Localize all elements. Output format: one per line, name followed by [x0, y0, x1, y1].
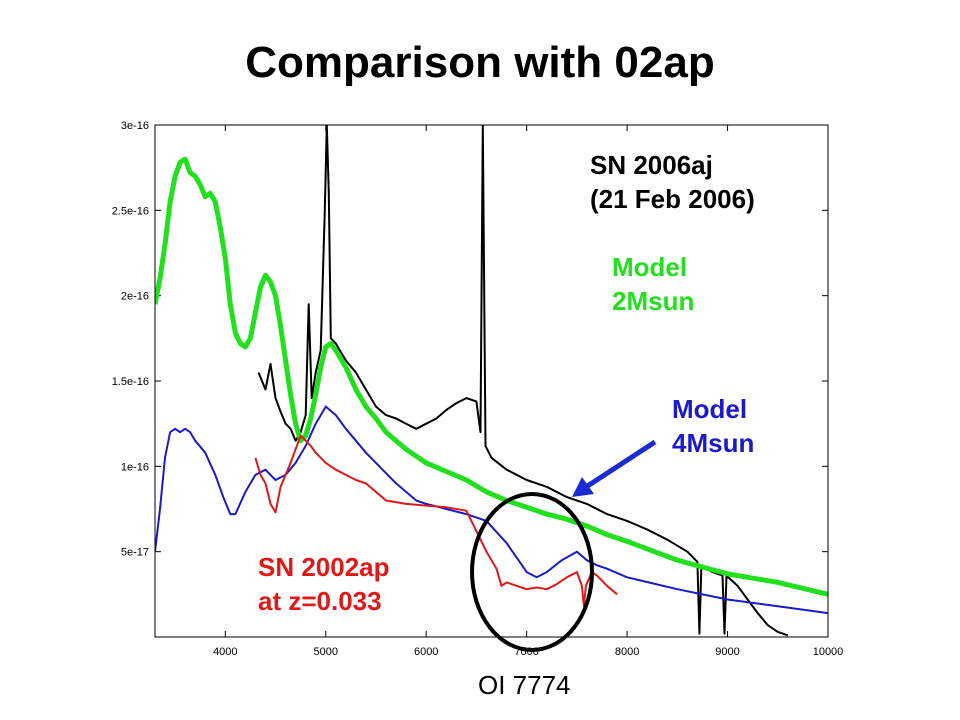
series-line-model-4msun: [155, 405, 828, 615]
series-group: [155, 125, 828, 637]
x-tick-label: 9000: [715, 646, 739, 658]
model-4msun-label-line2: 4Msun: [672, 428, 755, 458]
y-tick-label: 5e-17: [121, 547, 149, 559]
model-4msun-label-line1: Model: [672, 394, 748, 424]
plot-frame: [154, 124, 829, 638]
model-4msun-arrow: [572, 439, 657, 497]
model-2msun-annotation: Model 2Msun: [612, 250, 694, 318]
y-tick-label: 1.5e-16: [112, 376, 149, 388]
y-tick-label: 2.5e-16: [112, 205, 149, 217]
model-2msun-label-line1: Model: [612, 252, 688, 282]
y-tick-label: 1e-16: [121, 461, 149, 473]
oi-highlight-circle: [470, 492, 594, 652]
model-2msun-label-line2: 2Msun: [612, 286, 695, 316]
axis-ticks: 4000 5000 6000 7000 8000 9000 100005e-171e-161…: [112, 120, 844, 658]
series-line-model-2msun: [155, 156, 828, 597]
x-tick-label: 6000: [414, 646, 438, 658]
oi-7774-label: OI 7774: [478, 670, 571, 700]
x-tick-label: 5000: [314, 646, 338, 658]
sn2002ap-annotation: SN 2002ap at z=0.033: [258, 550, 390, 618]
sn2006aj-label-line1: SN 2006aj: [590, 150, 713, 180]
series-line-sn2002ap: [254, 434, 618, 608]
model-4msun-annotation: Model 4Msun: [672, 392, 754, 460]
y-tick-label: 2e-16: [121, 291, 149, 303]
sn2002ap-label-line2: at z=0.033: [258, 586, 382, 616]
slide-title: Comparison with 02ap: [245, 38, 715, 87]
x-tick-label: 4000: [213, 646, 237, 658]
sn2006aj-label-line2: (21 Feb 2006): [590, 184, 755, 214]
x-tick-label: 8000: [615, 646, 639, 658]
x-tick-label: 10000: [813, 646, 844, 658]
y-tick-label: 3e-16: [121, 120, 149, 132]
sn2006aj-annotation: SN 2006aj (21 Feb 2006): [590, 148, 755, 216]
sn2002ap-label-line1: SN 2002ap: [258, 552, 390, 582]
